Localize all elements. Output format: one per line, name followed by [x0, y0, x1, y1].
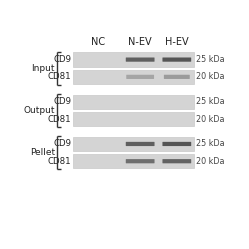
FancyBboxPatch shape: [126, 159, 155, 163]
Bar: [73, 137, 194, 151]
FancyBboxPatch shape: [162, 142, 191, 146]
Text: CD9: CD9: [53, 97, 71, 106]
Text: 25 kDa: 25 kDa: [195, 55, 224, 64]
Bar: [73, 112, 194, 126]
FancyBboxPatch shape: [126, 58, 155, 62]
Text: 25 kDa: 25 kDa: [195, 97, 224, 106]
Text: NC: NC: [91, 37, 105, 47]
FancyBboxPatch shape: [162, 159, 191, 163]
Text: N-EV: N-EV: [128, 37, 152, 47]
FancyBboxPatch shape: [126, 142, 155, 146]
Text: 20 kDa: 20 kDa: [195, 157, 224, 166]
Text: CD81: CD81: [48, 157, 71, 166]
Text: Output: Output: [23, 106, 55, 115]
Text: 20 kDa: 20 kDa: [195, 115, 224, 124]
Bar: [73, 95, 194, 109]
Bar: [73, 52, 194, 67]
Text: CD81: CD81: [48, 115, 71, 124]
Text: CD9: CD9: [53, 139, 71, 148]
Text: Input: Input: [31, 64, 55, 73]
Text: Pellet: Pellet: [30, 148, 55, 157]
FancyBboxPatch shape: [162, 58, 191, 62]
Bar: [73, 70, 194, 84]
Text: 20 kDa: 20 kDa: [195, 72, 224, 81]
Bar: [73, 154, 194, 168]
FancyBboxPatch shape: [164, 75, 190, 79]
Text: CD81: CD81: [48, 72, 71, 81]
Text: CD9: CD9: [53, 55, 71, 64]
Text: H-EV: H-EV: [165, 37, 189, 47]
Text: 25 kDa: 25 kDa: [195, 139, 224, 148]
FancyBboxPatch shape: [126, 75, 154, 79]
